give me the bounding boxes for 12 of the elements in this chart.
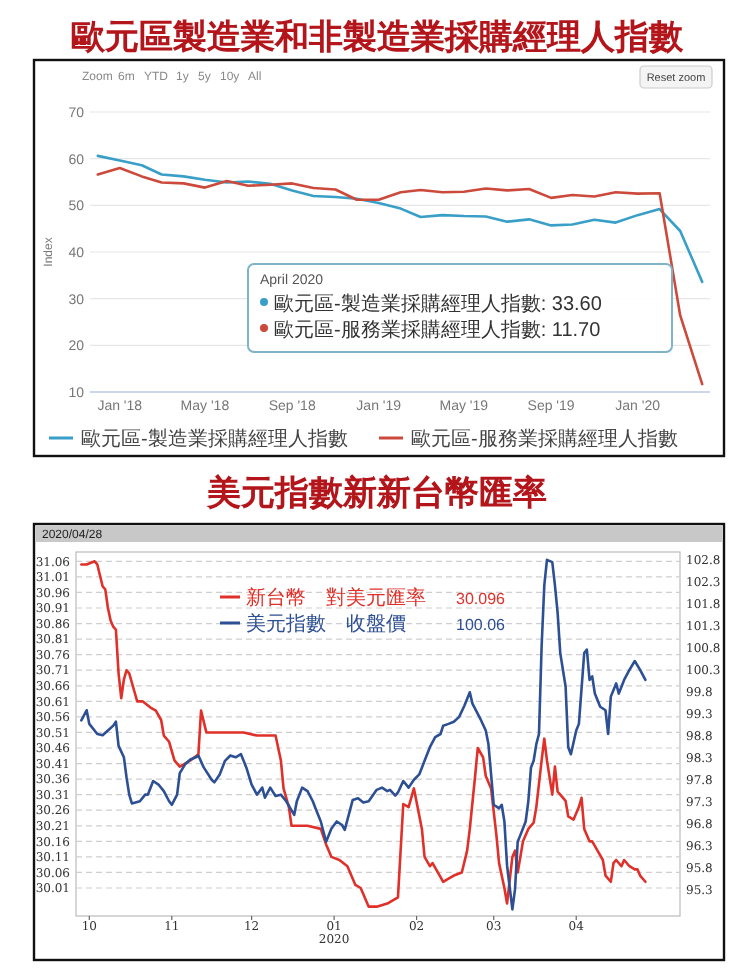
annotation: 歐元區-服務業採購經理人指數: 11.70 [274,318,602,342]
legend-label: 美元指數 收盤價 [246,612,406,636]
annotation: 30.096 [456,590,507,608]
chart-title: 美元指數新新台幣匯率 [205,474,547,514]
line-series [96,154,704,284]
annotation: 100.06 [456,616,507,634]
legend-label: 歐元區-服務業採購經理人指數 [411,427,678,451]
legend-label: 歐元區-製造業採購經理人指數 [81,427,348,451]
legend-label: 新台幣 對美元匯率 [246,586,426,610]
annotation: 歐元區-製造業採購經理人指數: 33.60 [274,292,603,316]
chart-title: 歐元區製造業和非製造業採購經理人指數 [71,18,685,58]
line-series [96,166,704,386]
